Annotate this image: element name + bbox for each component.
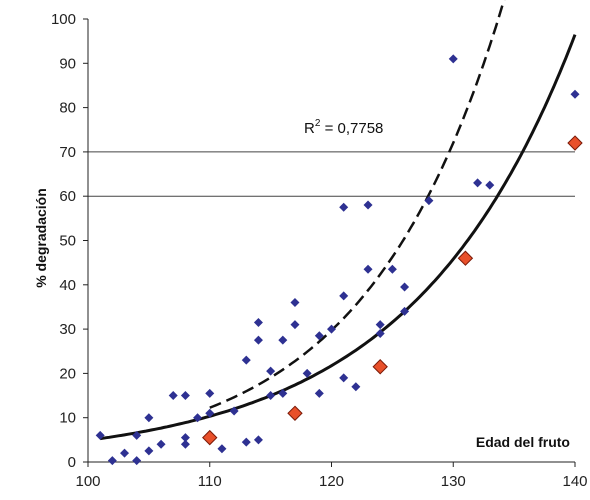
blue-point-33 bbox=[339, 291, 349, 301]
y-tick-label-90: 90 bbox=[59, 55, 76, 72]
blue-point-35 bbox=[351, 382, 361, 392]
r-squared-annotation: R2 = 0,7758 bbox=[304, 118, 383, 137]
blue-point-8 bbox=[168, 391, 178, 401]
r-squared-symbol: R bbox=[304, 120, 315, 137]
trendline-solid bbox=[100, 34, 577, 441]
blue-point-21 bbox=[253, 317, 263, 327]
red-point-2 bbox=[372, 359, 388, 375]
blue-point-28 bbox=[302, 368, 312, 378]
x-tick-label-120: 120 bbox=[319, 473, 344, 490]
blue-point-9 bbox=[180, 391, 190, 401]
blue-point-20 bbox=[253, 335, 263, 345]
y-axis-title: % degradación bbox=[33, 188, 49, 288]
blue-point-38 bbox=[375, 329, 385, 339]
blue-point-12 bbox=[193, 413, 203, 423]
x-tick-label-130: 130 bbox=[441, 473, 466, 490]
y-tick-label-10: 10 bbox=[59, 410, 76, 427]
blue-point-37 bbox=[363, 200, 373, 210]
x-axis-title: Edad del fruto bbox=[476, 434, 570, 450]
data-points bbox=[95, 54, 583, 466]
r-squared-value: = 0,7758 bbox=[320, 120, 383, 137]
blue-point-26 bbox=[290, 320, 300, 330]
blue-point-47 bbox=[570, 89, 580, 99]
blue-point-46 bbox=[485, 180, 495, 190]
red-point-0 bbox=[202, 429, 218, 446]
blue-point-2 bbox=[120, 448, 130, 458]
blue-point-45 bbox=[473, 178, 483, 188]
blue-point-11 bbox=[180, 433, 190, 443]
blue-point-4 bbox=[132, 430, 142, 440]
blue-point-36 bbox=[363, 264, 373, 274]
y-tick-label-20: 20 bbox=[59, 365, 76, 382]
y-tick-label-70: 70 bbox=[59, 144, 76, 161]
blue-point-0 bbox=[95, 430, 105, 440]
x-tick-label-100: 100 bbox=[75, 473, 100, 490]
red-point-4 bbox=[567, 135, 583, 151]
blue-point-41 bbox=[400, 306, 410, 316]
y-tick-label-100: 100 bbox=[51, 11, 76, 28]
y-tick-label-30: 30 bbox=[59, 321, 76, 338]
blue-point-32 bbox=[339, 373, 349, 383]
blue-point-42 bbox=[400, 282, 410, 292]
x-tick-label-110: 110 bbox=[198, 473, 222, 490]
blue-point-27 bbox=[290, 298, 300, 308]
blue-point-13 bbox=[205, 408, 215, 418]
blue-point-6 bbox=[144, 413, 154, 423]
blue-point-29 bbox=[314, 388, 324, 398]
blue-point-18 bbox=[241, 355, 251, 365]
y-tick-label-0: 0 bbox=[68, 454, 76, 471]
y-tick-label-80: 80 bbox=[59, 100, 76, 117]
blue-point-23 bbox=[266, 366, 276, 376]
trendline-dashed bbox=[209, 0, 506, 409]
gridlines bbox=[88, 151, 575, 197]
blue-point-30 bbox=[314, 331, 324, 341]
blue-point-17 bbox=[241, 437, 251, 447]
blue-point-7 bbox=[156, 439, 166, 449]
blue-point-5 bbox=[144, 446, 154, 456]
blue-point-40 bbox=[387, 264, 397, 274]
blue-point-39 bbox=[375, 320, 385, 330]
blue-point-43 bbox=[424, 196, 434, 206]
y-tick-labels: 0 10 20 30 40 50 60 70 80 90 100 bbox=[51, 11, 76, 471]
blue-point-31 bbox=[327, 324, 336, 334]
r-squared-superscript: 2 bbox=[315, 118, 321, 129]
blue-point-3 bbox=[132, 456, 142, 466]
y-tick-label-50: 50 bbox=[59, 233, 76, 250]
blue-point-10 bbox=[180, 439, 190, 449]
trendlines bbox=[100, 0, 577, 441]
blue-point-14 bbox=[205, 388, 215, 398]
blue-point-1 bbox=[107, 456, 117, 466]
blue-point-19 bbox=[253, 435, 263, 445]
blue-point-24 bbox=[278, 388, 288, 398]
blue-point-15 bbox=[217, 444, 227, 454]
red-point-1 bbox=[287, 405, 303, 421]
blue-point-25 bbox=[278, 335, 288, 345]
axes bbox=[83, 18, 576, 467]
red-point-3 bbox=[457, 250, 474, 266]
blue-point-22 bbox=[266, 391, 276, 401]
x-tick-labels: 100 110 120 130 140 bbox=[75, 473, 587, 490]
y-tick-label-40: 40 bbox=[59, 277, 76, 294]
blue-point-44 bbox=[448, 54, 458, 64]
blue-point-34 bbox=[339, 202, 349, 212]
blue-point-16 bbox=[229, 406, 239, 416]
y-tick-label-60: 60 bbox=[59, 188, 76, 205]
x-tick-label-140: 140 bbox=[562, 473, 587, 490]
